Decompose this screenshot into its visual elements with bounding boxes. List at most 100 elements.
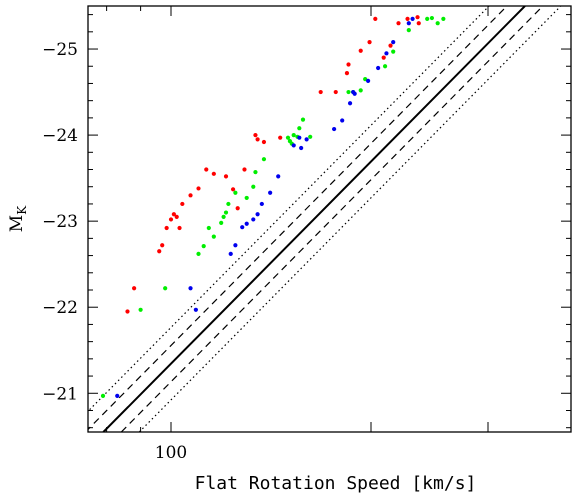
axis-ticks <box>88 6 572 432</box>
data-point-series-0 <box>235 206 240 211</box>
data-point-series-1 <box>100 393 106 398</box>
data-point-series-2 <box>332 126 337 132</box>
data-point-series-2 <box>340 118 345 123</box>
data-point-series-0 <box>346 62 351 67</box>
relation-line-dashed-left <box>88 6 508 431</box>
data-point-series-2 <box>268 190 273 195</box>
data-point-series-1 <box>226 201 231 207</box>
data-point-series-2 <box>352 91 357 96</box>
data-point-series-0 <box>381 55 386 60</box>
data-point-series-2 <box>366 78 371 83</box>
data-point-series-0 <box>344 71 350 76</box>
data-point-series-0 <box>367 40 372 45</box>
data-point-series-1 <box>285 135 291 140</box>
relation-line-dashed-right <box>120 6 544 432</box>
data-point-series-0 <box>318 89 323 95</box>
y-axis-label-sub: K <box>15 205 29 215</box>
data-point-series-2 <box>115 393 120 398</box>
data-point-series-1 <box>391 49 396 54</box>
data-point-series-1 <box>291 132 296 138</box>
data-point-series-0 <box>405 16 410 22</box>
data-point-series-1 <box>223 210 229 215</box>
data-point-series-0 <box>358 48 363 53</box>
data-point-series-2 <box>276 174 281 179</box>
data-point-series-0 <box>278 135 283 140</box>
data-point-series-0 <box>255 137 260 142</box>
data-point-series-1 <box>138 307 143 312</box>
data-point-series-0 <box>333 89 338 95</box>
data-point-series-2 <box>251 217 256 222</box>
data-point-series-2 <box>299 145 304 151</box>
data-point-series-0 <box>188 193 193 198</box>
data-point-series-2 <box>193 307 198 312</box>
y-tick-label: −25 <box>42 40 78 60</box>
data-point-series-0 <box>253 132 258 138</box>
data-point-series-1 <box>251 184 256 189</box>
relation-line-dotted-right <box>138 6 562 432</box>
data-point-series-2 <box>244 221 249 226</box>
data-point-series-1 <box>308 134 313 139</box>
y-axis-label-main: M <box>7 215 27 232</box>
data-point-series-2 <box>410 16 415 22</box>
data-point-series-2 <box>376 65 381 71</box>
data-point-series-1 <box>425 16 430 22</box>
data-point-series-2 <box>188 286 193 291</box>
data-point-series-0 <box>261 139 267 145</box>
data-point-series-1 <box>219 220 224 225</box>
relation-line-dotted-left <box>88 6 490 413</box>
data-point-series-1 <box>346 89 351 95</box>
relation-lines <box>88 6 562 432</box>
data-point-series-0 <box>396 21 401 26</box>
data-point-series-0 <box>160 243 165 248</box>
data-point-series-1 <box>211 234 216 239</box>
data-point-series-0 <box>196 186 201 191</box>
data-point-series-1 <box>382 64 388 69</box>
data-point-series-1 <box>196 251 201 256</box>
data-point-series-2 <box>228 251 233 256</box>
data-point-series-0 <box>373 16 378 22</box>
data-point-series-0 <box>211 171 216 176</box>
data-point-series-1 <box>435 21 440 26</box>
data-point-series-1 <box>406 27 411 33</box>
data-point-series-0 <box>415 15 420 20</box>
data-point-series-2 <box>391 40 396 45</box>
data-point-series-0 <box>242 167 247 172</box>
data-point-series-1 <box>221 214 226 219</box>
data-point-series-2 <box>259 201 264 207</box>
data-point-series-1 <box>253 169 258 175</box>
data-point-series-0 <box>416 21 421 26</box>
data-point-series-1 <box>233 190 238 195</box>
relation-line-solid <box>102 6 526 432</box>
data-point-series-0 <box>125 309 130 314</box>
x-axis-label: Flat Rotation Speed [km/s] <box>195 473 477 494</box>
data-point-series-1 <box>300 117 306 122</box>
data-point-series-1 <box>244 195 249 201</box>
data-point-series-0 <box>157 249 162 254</box>
y-tick-label: −22 <box>42 298 78 318</box>
data-point-series-1 <box>201 244 206 249</box>
data-point-series-0 <box>168 217 174 222</box>
data-point-series-0 <box>230 187 236 192</box>
y-tick-label: −21 <box>42 384 78 404</box>
data-point-series-1 <box>441 16 446 22</box>
data-point-series-0 <box>171 212 176 217</box>
y-axis-label: MK <box>7 205 29 232</box>
y-tick-label: −24 <box>42 126 78 146</box>
data-point-series-1 <box>163 286 168 291</box>
y-tick-label: −23 <box>42 212 78 232</box>
data-point-series-1 <box>206 225 211 231</box>
data-point-series-2 <box>384 51 389 56</box>
data-point-series-2 <box>233 243 238 248</box>
data-point-series-0 <box>204 167 209 172</box>
data-point-series-0 <box>223 174 229 179</box>
data-point-series-0 <box>180 201 185 207</box>
data-point-series-2 <box>297 135 302 140</box>
data-point-series-1 <box>358 88 363 93</box>
data-point-series-2 <box>255 212 260 217</box>
data-point-series-2 <box>291 143 296 148</box>
data-point-series-2 <box>406 21 411 26</box>
data-point-series-1 <box>297 126 302 131</box>
x-tick-label: 100 <box>155 443 187 463</box>
tick-labels: −21 −22 −23 −24 −25 100 <box>42 40 187 463</box>
